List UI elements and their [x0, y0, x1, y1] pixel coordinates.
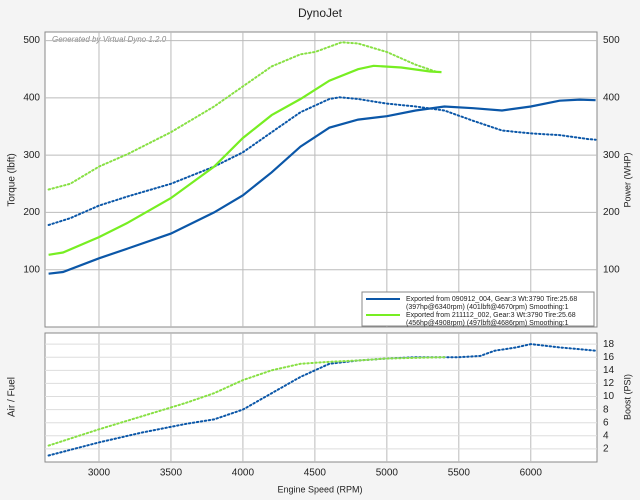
y2-tick-label: 2 — [603, 444, 609, 455]
series-line — [47, 41, 439, 191]
legend-label: Exported from 211112_002, Gear:3 Wt:3790… — [406, 312, 576, 319]
y-label: Torque (lbft) — [7, 153, 18, 206]
x-tick-label: 6000 — [520, 468, 543, 479]
y2-tick-label: 4 — [603, 430, 609, 441]
bottom-plot — [44, 332, 598, 463]
y2-tick-label: 8 — [603, 404, 609, 415]
y2-tick-label: 10 — [603, 391, 615, 402]
y2-label: Boost (PSI) — [622, 374, 632, 420]
series-line — [47, 96, 597, 226]
annotation: Generated by Virtual Dyno 1.2.0 — [52, 35, 167, 44]
y2-tick-label: 100 — [603, 264, 620, 275]
x-tick-label: 5500 — [448, 468, 471, 479]
x-tick-label: 4500 — [304, 468, 327, 479]
y-tick-label: 300 — [23, 150, 40, 161]
y-label: Air / Fuel — [7, 377, 18, 417]
y-tick-label: 200 — [23, 207, 40, 218]
y2-tick-label: 200 — [603, 207, 620, 218]
legend-box — [361, 291, 595, 327]
x-tick-label: 5000 — [376, 468, 399, 479]
y-tick-label: 100 — [23, 264, 40, 275]
legend-label: (456hp@4908rpm) (497lbft@4686rpm) Smooth… — [406, 320, 569, 327]
series-line — [48, 64, 442, 256]
y2-tick-label: 500 — [603, 35, 620, 46]
x-tick-label: 4000 — [232, 468, 255, 479]
y2-tick-label: 16 — [603, 352, 615, 363]
chart-title: DynoJet — [298, 6, 343, 20]
x-label: Engine Speed (RPM) — [277, 484, 362, 494]
y2-tick-label: 300 — [603, 150, 620, 161]
y2-tick-label: 400 — [603, 93, 620, 104]
series-line — [47, 356, 446, 447]
legend-label: (397hp@6340rpm) (401lbft@4670rpm) Smooth… — [406, 304, 569, 311]
y2-tick-label: 12 — [603, 378, 615, 389]
top-plot — [44, 31, 598, 328]
x-tick-label: 3000 — [88, 468, 111, 479]
y-tick-label: 400 — [23, 93, 40, 104]
legend-label: Exported from 090912_004, Gear:3 Wt:3790… — [406, 296, 577, 303]
y-tick-label: 500 — [23, 35, 40, 46]
y2-tick-label: 6 — [603, 417, 609, 428]
y2-tick-label: 18 — [603, 339, 615, 350]
series-line — [48, 98, 596, 275]
y2-label: Power (WHP) — [622, 152, 632, 207]
series-line — [47, 343, 597, 457]
y2-tick-label: 14 — [603, 365, 615, 376]
x-tick-label: 3500 — [160, 468, 183, 479]
